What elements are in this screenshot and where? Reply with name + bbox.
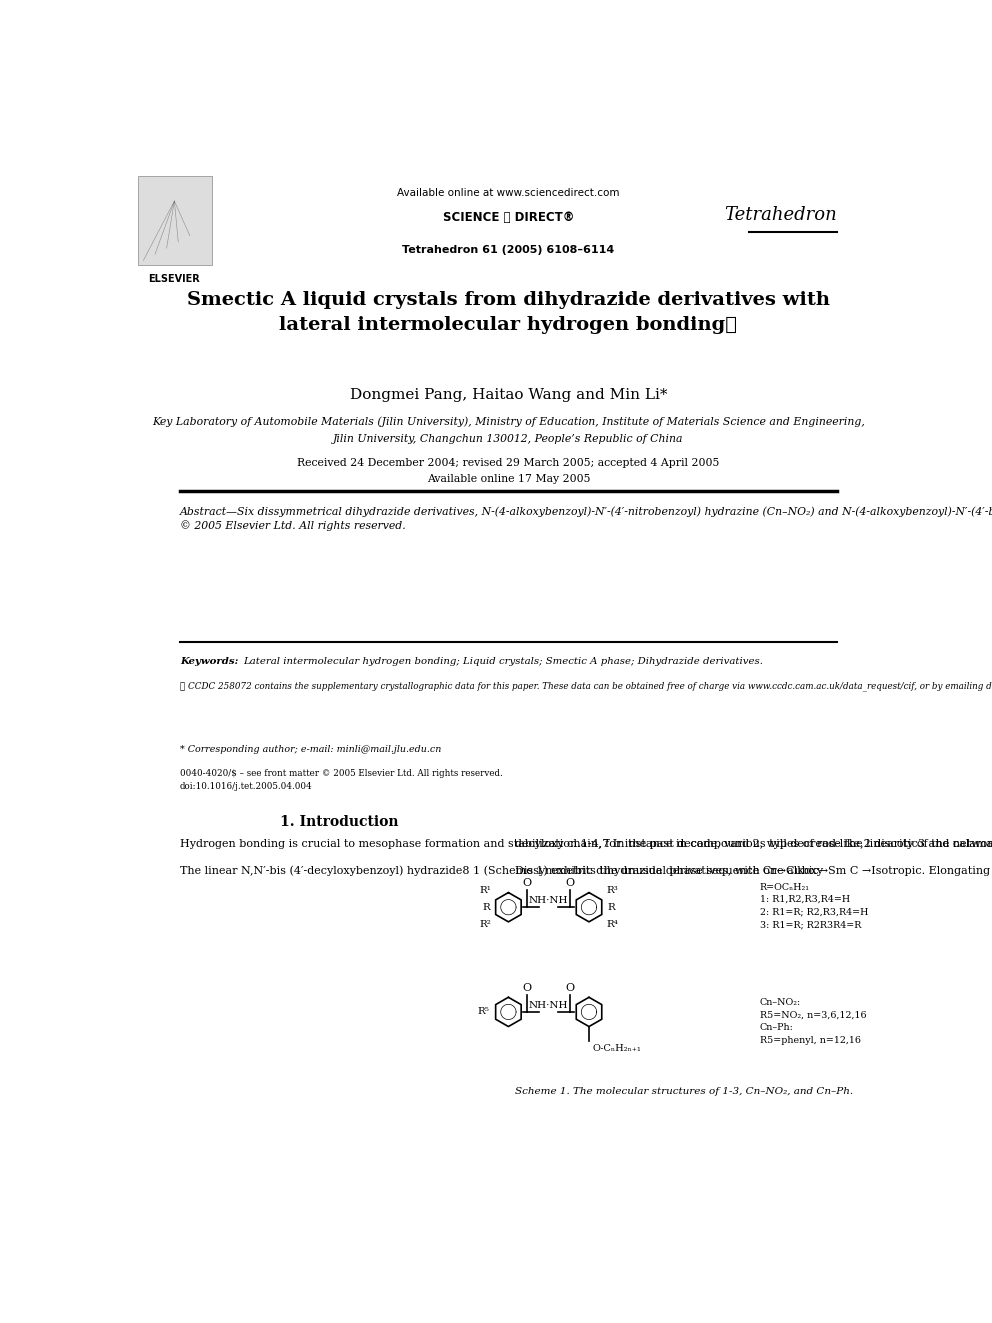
Text: R¹: R¹ [479, 886, 491, 894]
Text: 1. Introduction: 1. Introduction [280, 815, 399, 828]
Text: R⁴: R⁴ [606, 919, 618, 929]
Text: Received 24 December 2004; revised 29 March 2005; accepted 4 April 2005: Received 24 December 2004; revised 29 Ma… [298, 458, 719, 467]
Text: doi:10.1016/j.tet.2005.04.004: doi:10.1016/j.tet.2005.04.004 [180, 782, 312, 791]
Text: Key Laboratory of Automobile Materials (Jilin University), Ministry of Education: Key Laboratory of Automobile Materials (… [152, 415, 865, 426]
Text: R: R [482, 902, 490, 912]
Text: Hydrogen bonding is crucial to mesophase formation and stabilization.1-4,7 In th: Hydrogen bonding is crucial to mesophase… [180, 839, 992, 876]
Bar [138, 176, 211, 265]
Text: O-CₙH₂ₙ₊₁: O-CₙH₂ₙ₊₁ [592, 1044, 641, 1053]
Text: ELSEVIER: ELSEVIER [149, 274, 200, 284]
Text: Jilin University, Changchun 130012, People’s Republic of China: Jilin University, Changchun 130012, Peop… [333, 434, 683, 443]
Text: O: O [523, 983, 532, 992]
Text: Scheme 1. The molecular structures of 1-3, Cn–NO₂, and Cn–Ph.: Scheme 1. The molecular structures of 1-… [515, 1086, 853, 1095]
Text: Available online at www.sciencedirect.com: Available online at www.sciencedirect.co… [397, 188, 620, 198]
Text: R²: R² [479, 919, 491, 929]
Text: Available online 17 May 2005: Available online 17 May 2005 [427, 475, 590, 484]
Text: Lateral intermolecular hydrogen bonding; Liquid crystals; Smectic A phase; Dihyd: Lateral intermolecular hydrogen bonding;… [243, 658, 764, 665]
Text: O: O [565, 983, 575, 992]
Text: Dongmei Pang, Haitao Wang and Min Li*: Dongmei Pang, Haitao Wang and Min Li* [349, 388, 668, 402]
Text: Smectic A liquid crystals from dihydrazide derivatives with
lateral intermolecul: Smectic A liquid crystals from dihydrazi… [186, 291, 830, 333]
Text: O: O [565, 878, 575, 888]
Text: NH·NH: NH·NH [529, 896, 568, 905]
Text: R=OCₙH₂₁
1: R1,R2,R3,R4=H
2: R1=R; R2,R3,R4=H
3: R1=R; R2R3R4=R: R=OCₙH₂₁ 1: R1,R2,R3,R4=H 2: R1=R; R2,R3… [760, 882, 868, 929]
Text: Abstract—Six dissymmetrical dihydrazide derivatives, N-(4-alkoxybenzoyl)-N′-(4′-: Abstract—Six dissymmetrical dihydrazide … [180, 507, 992, 532]
Text: 0040-4020/$ – see front matter © 2005 Elsevier Ltd. All rights reserved.: 0040-4020/$ – see front matter © 2005 El… [180, 769, 503, 778]
Text: Tetrahedron: Tetrahedron [724, 206, 837, 225]
Text: R: R [608, 902, 615, 912]
Text: Tetrahedron 61 (2005) 6108–6114: Tetrahedron 61 (2005) 6108–6114 [403, 245, 614, 255]
Text: R⁵: R⁵ [478, 1007, 490, 1016]
Text: Keywords:: Keywords: [180, 658, 238, 665]
Text: SCIENCE ⓓ DIRECT®: SCIENCE ⓓ DIRECT® [442, 212, 574, 224]
Text: decyloxy chain, for instance in compound 2, will decrease the linearity of the c: decyloxy chain, for instance in compound… [515, 839, 992, 876]
Text: O: O [523, 878, 532, 888]
Text: * Corresponding author; e-mail: minli@mail.jlu.edu.cn: * Corresponding author; e-mail: minli@ma… [180, 745, 441, 754]
Text: NH·NH: NH·NH [529, 1000, 568, 1009]
Text: R³: R³ [606, 886, 618, 894]
Text: ☆ CCDC 258072 contains the supplementary crystallographic data for this paper. T: ☆ CCDC 258072 contains the supplementary… [180, 681, 992, 691]
Text: Cn–NO₂:
R5=NO₂, n=3,6,12,16
Cn–Ph:
R5=phenyl, n=12,16: Cn–NO₂: R5=NO₂, n=3,6,12,16 Cn–Ph: R5=ph… [760, 998, 866, 1045]
